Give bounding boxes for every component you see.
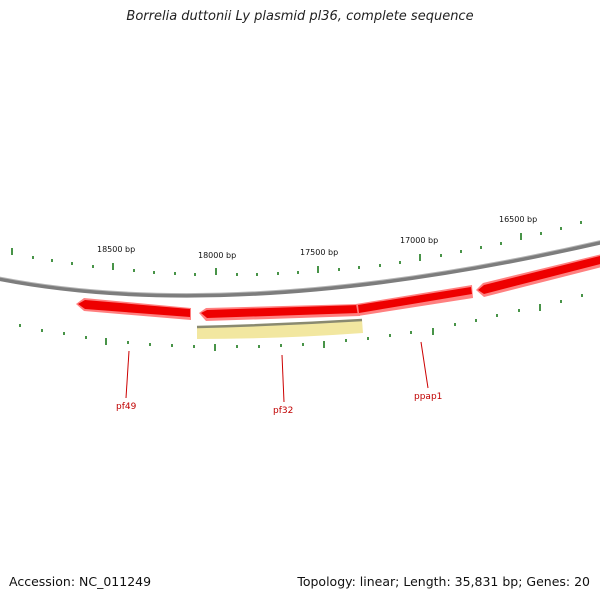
- leader-line-pf32: [281, 354, 285, 403]
- scale-label-17000: 17000 bp: [400, 236, 438, 245]
- gene-label-ppap1[interactable]: ppap1: [414, 392, 442, 402]
- scale-label-16500: 16500 bp: [499, 215, 537, 224]
- gene-track: [76, 254, 600, 321]
- gene-arrow-pf49-core: [78, 300, 190, 317]
- pseudo-feature-bar: [197, 320, 363, 339]
- gene-arrow-ppap1-core: [358, 287, 472, 313]
- scale-label-18000: 18000 bp: [198, 251, 236, 260]
- gene-label-pf32[interactable]: pf32: [273, 406, 293, 416]
- plasmid-backbone-highlight: [0, 240, 600, 295]
- accession-label: Accession: NC_011249: [9, 574, 152, 589]
- gene-arrow-next-core: [478, 256, 600, 294]
- gene-label-pf49[interactable]: pf49: [116, 402, 137, 412]
- scale-label-18500: 18500 bp: [97, 245, 135, 254]
- leader-line-ppap1: [420, 341, 429, 389]
- outer-tick-ring: [11, 221, 582, 276]
- pseudo-feature-edge: [196, 318, 363, 329]
- scale-labels: 18500 bp 18000 bp 17500 bp 17000 bp 1650…: [97, 215, 537, 260]
- gene-labels: pf49 pf32 ppap1: [116, 392, 442, 416]
- scale-label-17500: 17500 bp: [300, 248, 338, 257]
- inner-tick-ring: [19, 294, 583, 351]
- plasmid-backbone: [0, 240, 600, 298]
- gene-label-leaders: [125, 341, 429, 403]
- leader-line-pf49: [125, 350, 130, 399]
- map-title: Borrelia duttonii Ly plasmid pl36, compl…: [126, 9, 474, 24]
- gene-arrow-pf32-core: [201, 305, 359, 318]
- pseudo-feature[interactable]: [196, 318, 363, 339]
- sequence-summary: Topology: linear; Length: 35,831 bp; Gen…: [297, 574, 590, 589]
